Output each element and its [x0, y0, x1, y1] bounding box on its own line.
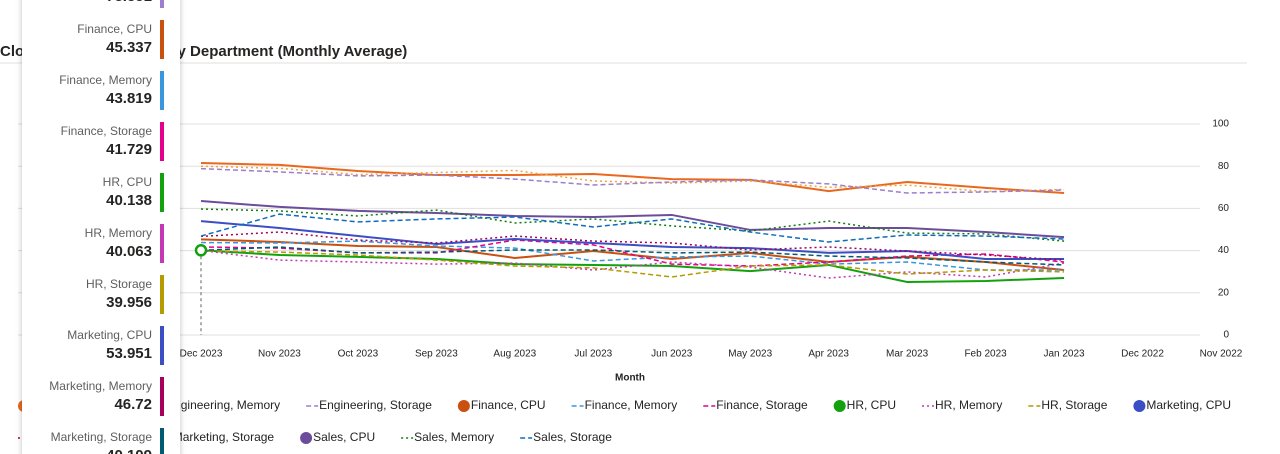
plot: 0 20 40 60 80 100 Dec 2023 Nov 2023 Oct 2023 Sep …: [18, 119, 1243, 360]
tooltip-label: Finance, Storage: [61, 124, 153, 138]
tooltip-value: 40.109: [106, 447, 152, 454]
tooltip-label: Finance, Memory: [59, 73, 152, 87]
legend-label: Finance, Memory: [585, 398, 678, 412]
x-tick-label: Oct 2023: [338, 349, 379, 360]
legend-label: Sales, Storage: [533, 430, 612, 444]
legend-label: Marketing, CPU: [1146, 398, 1231, 412]
tooltip-value: 39.956: [106, 294, 152, 311]
series-line: [200, 200, 1065, 239]
legend-marker: [833, 400, 846, 412]
tooltip-label: Marketing, Storage: [51, 430, 153, 444]
x-axis-title: Month: [615, 373, 645, 384]
tooltip-swatch: [160, 224, 164, 263]
series-line: [200, 165, 1065, 193]
series-line: [200, 239, 1065, 267]
x-tick-label: Dec 2022: [1121, 349, 1164, 360]
legend: Engineering, CPUEngineering, MemoryEngin…: [18, 398, 1231, 444]
legend-label: Sales, Memory: [414, 430, 494, 444]
tooltip-label: HR, Memory: [85, 226, 152, 240]
tooltip: Engineering, CPU81.5Engineering, Memory8…: [22, 0, 180, 454]
tooltip-label: Marketing, CPU: [67, 328, 152, 342]
series-line: [200, 208, 1065, 242]
series-line: [200, 231, 1065, 261]
tooltip-value: 41.729: [106, 141, 152, 158]
series-line: [200, 162, 1065, 194]
tooltip-value: 53.951: [106, 345, 152, 362]
y-tick-label: 20: [1218, 287, 1230, 298]
legend-label: HR, CPU: [847, 398, 896, 412]
legend-label: Finance, Storage: [716, 398, 808, 412]
legend-label: Engineering, Storage: [319, 398, 432, 412]
tooltip-swatch: [160, 71, 164, 110]
y-tick-label: 80: [1218, 161, 1230, 172]
series-line: [200, 246, 1065, 266]
tooltip-swatch: [160, 20, 164, 59]
legend-label: Engineering, Memory: [166, 398, 280, 412]
tooltip-swatch: [160, 122, 164, 161]
tooltip-label: Finance, CPU: [77, 22, 152, 36]
tooltip-label: HR, Storage: [86, 277, 152, 291]
tooltip-value: 46.72: [114, 396, 152, 413]
x-tick-label: Nov 2023: [258, 349, 301, 360]
legend-label: Finance, CPU: [471, 398, 546, 412]
tooltip-value: 43.819: [106, 90, 152, 107]
x-tick-label: Apr 2023: [808, 349, 849, 360]
x-tick-label: Nov 2022: [1200, 349, 1243, 360]
tooltip-swatch: [160, 275, 164, 314]
tooltip-value: 40.138: [106, 192, 152, 209]
tooltip-value: 45.337: [106, 39, 152, 56]
x-tick-label: May 2023: [728, 349, 772, 360]
tooltip-swatch: [160, 428, 164, 454]
tooltip-value: 78.851: [106, 0, 152, 5]
x-tick-label: Jan 2023: [1043, 349, 1085, 360]
y-tick-label: 0: [1223, 330, 1229, 341]
y-tick-label: 40: [1218, 245, 1230, 256]
legend-label: Sales, CPU: [313, 430, 375, 444]
x-tick-label: Jun 2023: [651, 349, 693, 360]
x-tick-label: Jul 2023: [574, 349, 612, 360]
x-tick-label: Mar 2023: [886, 349, 929, 360]
tooltip-swatch: [160, 0, 164, 8]
legend-marker: [300, 432, 313, 444]
tooltip-swatch: [160, 326, 164, 365]
legend-marker: [457, 400, 470, 412]
series-line: [200, 167, 1065, 194]
hover-point: [194, 244, 208, 257]
legend-label: HR, Memory: [935, 398, 1002, 412]
x-tick-label: Feb 2023: [964, 349, 1007, 360]
series-line: [200, 240, 1065, 271]
tooltip-swatch: [160, 377, 164, 416]
tooltip-box: [22, 0, 180, 454]
x-tick-label: Sep 2023: [415, 349, 458, 360]
x-tick-label: Dec 2023: [180, 349, 223, 360]
series-line: [200, 213, 1065, 243]
x-tick-label: Aug 2023: [493, 349, 536, 360]
series-line: [200, 249, 1065, 278]
tooltip-swatch: [160, 173, 164, 212]
y-tick-label: 60: [1218, 203, 1230, 214]
tooltip-value: 40.063: [106, 243, 152, 260]
series-line: [200, 249, 1065, 284]
tooltip-label: Marketing, Memory: [49, 379, 152, 393]
y-tick-label: 100: [1212, 119, 1229, 130]
tooltip-label: HR, CPU: [103, 175, 152, 189]
legend-label: Marketing, Storage: [173, 430, 275, 444]
legend-label: HR, Storage: [1041, 398, 1107, 412]
legend-marker: [1133, 400, 1146, 412]
